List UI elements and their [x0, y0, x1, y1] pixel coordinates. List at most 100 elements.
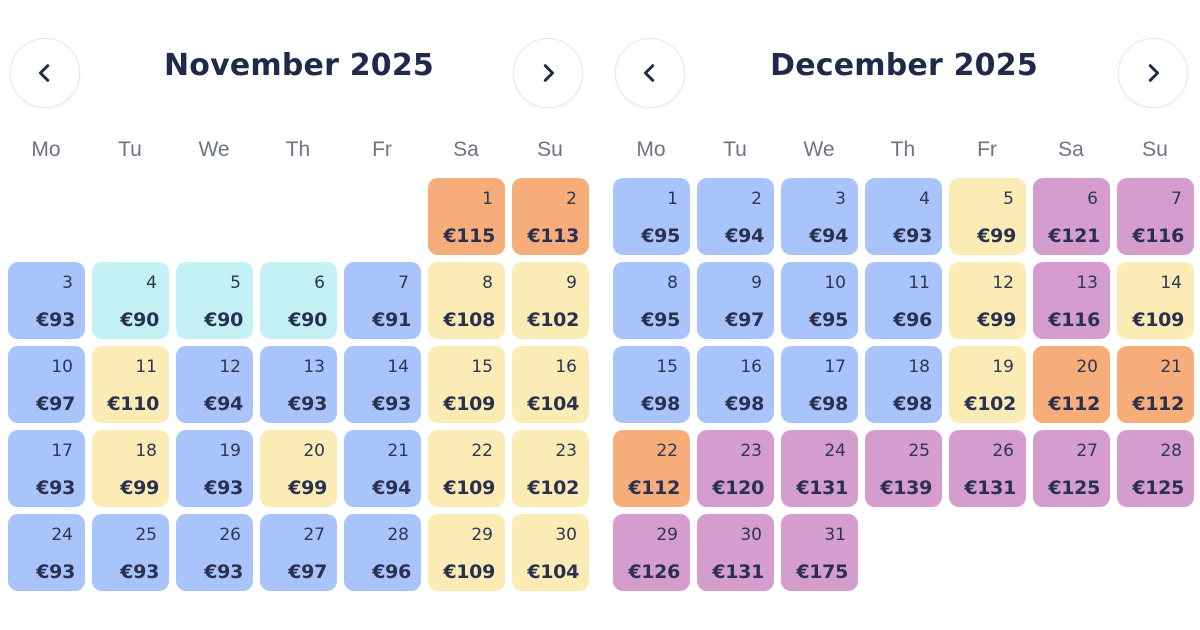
day-cell[interactable]: 26 €131 [949, 430, 1026, 507]
day-price: €96 [893, 309, 932, 331]
day-cell[interactable]: 31 €175 [781, 514, 858, 591]
day-price: €94 [809, 225, 848, 247]
day-cell[interactable]: 14 €109 [1117, 262, 1194, 339]
day-price: €125 [1132, 477, 1184, 499]
day-cell[interactable]: 25 €93 [92, 514, 169, 591]
day-price: €99 [977, 225, 1016, 247]
day-cell[interactable]: 20 €99 [260, 430, 337, 507]
day-cell[interactable]: 1 €115 [428, 178, 505, 255]
day-price: €93 [120, 561, 159, 583]
next-month-button[interactable] [513, 38, 583, 108]
day-price: €93 [372, 393, 411, 415]
day-cell[interactable]: 13 €93 [260, 346, 337, 423]
day-number: 23 [740, 441, 762, 461]
day-price: €109 [443, 393, 495, 415]
day-cell[interactable]: 2 €113 [512, 178, 589, 255]
day-cell[interactable]: 30 €131 [697, 514, 774, 591]
day-cell[interactable]: 14 €93 [344, 346, 421, 423]
day-cell[interactable]: 23 €102 [512, 430, 589, 507]
day-cell[interactable]: 10 €97 [8, 346, 85, 423]
day-cell[interactable]: 1 €95 [613, 178, 690, 255]
day-cell[interactable]: 30 €104 [512, 514, 589, 591]
day-number: 19 [219, 441, 241, 461]
day-number: 4 [919, 189, 930, 209]
day-cell[interactable]: 25 €139 [865, 430, 942, 507]
day-price: €94 [725, 225, 764, 247]
day-cell[interactable]: 20 €112 [1033, 346, 1110, 423]
day-price: €175 [796, 561, 848, 583]
day-cell[interactable]: 16 €104 [512, 346, 589, 423]
day-cell[interactable]: 7 €116 [1117, 178, 1194, 255]
day-cell[interactable]: 7 €91 [344, 262, 421, 339]
day-cell[interactable]: 23 €120 [697, 430, 774, 507]
previous-month-button[interactable] [10, 38, 80, 108]
day-number: 29 [471, 525, 493, 545]
day-price: €99 [288, 477, 327, 499]
day-number: 2 [751, 189, 762, 209]
day-cell[interactable]: 13 €116 [1033, 262, 1110, 339]
day-cell[interactable]: 27 €97 [260, 514, 337, 591]
day-cell[interactable]: 28 €96 [344, 514, 421, 591]
day-price: €112 [628, 477, 680, 499]
day-cell[interactable]: 9 €102 [512, 262, 589, 339]
day-cell[interactable]: 4 €90 [92, 262, 169, 339]
day-cell[interactable]: 19 €102 [949, 346, 1026, 423]
previous-month-button[interactable] [615, 38, 685, 108]
day-cell[interactable]: 2 €94 [697, 178, 774, 255]
day-cell[interactable]: 11 €96 [865, 262, 942, 339]
day-cell[interactable]: 15 €98 [613, 346, 690, 423]
day-cell[interactable]: 12 €94 [176, 346, 253, 423]
day-price: €115 [443, 225, 495, 247]
day-cell[interactable]: 17 €98 [781, 346, 858, 423]
day-cell[interactable]: 21 €112 [1117, 346, 1194, 423]
day-number: 12 [219, 357, 241, 377]
day-number: 13 [303, 357, 325, 377]
day-price: €98 [809, 393, 848, 415]
day-cell[interactable]: 5 €90 [176, 262, 253, 339]
chevron-right-icon [543, 64, 555, 82]
day-number: 1 [482, 189, 493, 209]
day-price: €131 [964, 477, 1016, 499]
day-cell[interactable]: 26 €93 [176, 514, 253, 591]
day-price: €97 [288, 561, 327, 583]
weekday-header: Mo Tu We Th Fr Sa Su [4, 138, 594, 168]
day-cell[interactable]: 15 €109 [428, 346, 505, 423]
day-cell[interactable]: 6 €90 [260, 262, 337, 339]
next-month-button[interactable] [1118, 38, 1188, 108]
day-cell[interactable]: 28 €125 [1117, 430, 1194, 507]
day-cell[interactable]: 24 €93 [8, 514, 85, 591]
weekday-label: Tu [118, 138, 142, 161]
day-cell[interactable]: 12 €99 [949, 262, 1026, 339]
day-number: 15 [471, 357, 493, 377]
day-grid: 1 €115 2 €113 3 €93 4 €90 5 €90 6 €90 7 €91 8 €108 9 €102… [4, 0, 594, 630]
day-price: €102 [527, 309, 579, 331]
day-cell[interactable]: 4 €93 [865, 178, 942, 255]
day-cell[interactable]: 6 €121 [1033, 178, 1110, 255]
day-cell[interactable]: 5 €99 [949, 178, 1026, 255]
day-cell[interactable]: 24 €131 [781, 430, 858, 507]
day-cell[interactable]: 27 €125 [1033, 430, 1110, 507]
day-cell[interactable]: 17 €93 [8, 430, 85, 507]
day-cell[interactable]: 19 €93 [176, 430, 253, 507]
day-cell[interactable]: 16 €98 [697, 346, 774, 423]
day-cell[interactable]: 22 €109 [428, 430, 505, 507]
day-cell[interactable]: 3 €94 [781, 178, 858, 255]
day-cell[interactable]: 21 €94 [344, 430, 421, 507]
day-cell[interactable]: 29 €126 [613, 514, 690, 591]
day-cell[interactable]: 22 €112 [613, 430, 690, 507]
day-number: 5 [1003, 189, 1014, 209]
day-price: €126 [628, 561, 680, 583]
day-cell[interactable]: 8 €95 [613, 262, 690, 339]
day-price: €120 [712, 477, 764, 499]
day-number: 31 [824, 525, 846, 545]
day-cell[interactable]: 10 €95 [781, 262, 858, 339]
day-cell[interactable]: 11 €110 [92, 346, 169, 423]
day-cell[interactable]: 9 €97 [697, 262, 774, 339]
weekday-label: Sa [1058, 138, 1084, 161]
day-cell[interactable]: 18 €99 [92, 430, 169, 507]
day-price: €113 [527, 225, 579, 247]
day-cell[interactable]: 29 €109 [428, 514, 505, 591]
day-cell[interactable]: 8 €108 [428, 262, 505, 339]
day-cell[interactable]: 18 €98 [865, 346, 942, 423]
day-cell[interactable]: 3 €93 [8, 262, 85, 339]
